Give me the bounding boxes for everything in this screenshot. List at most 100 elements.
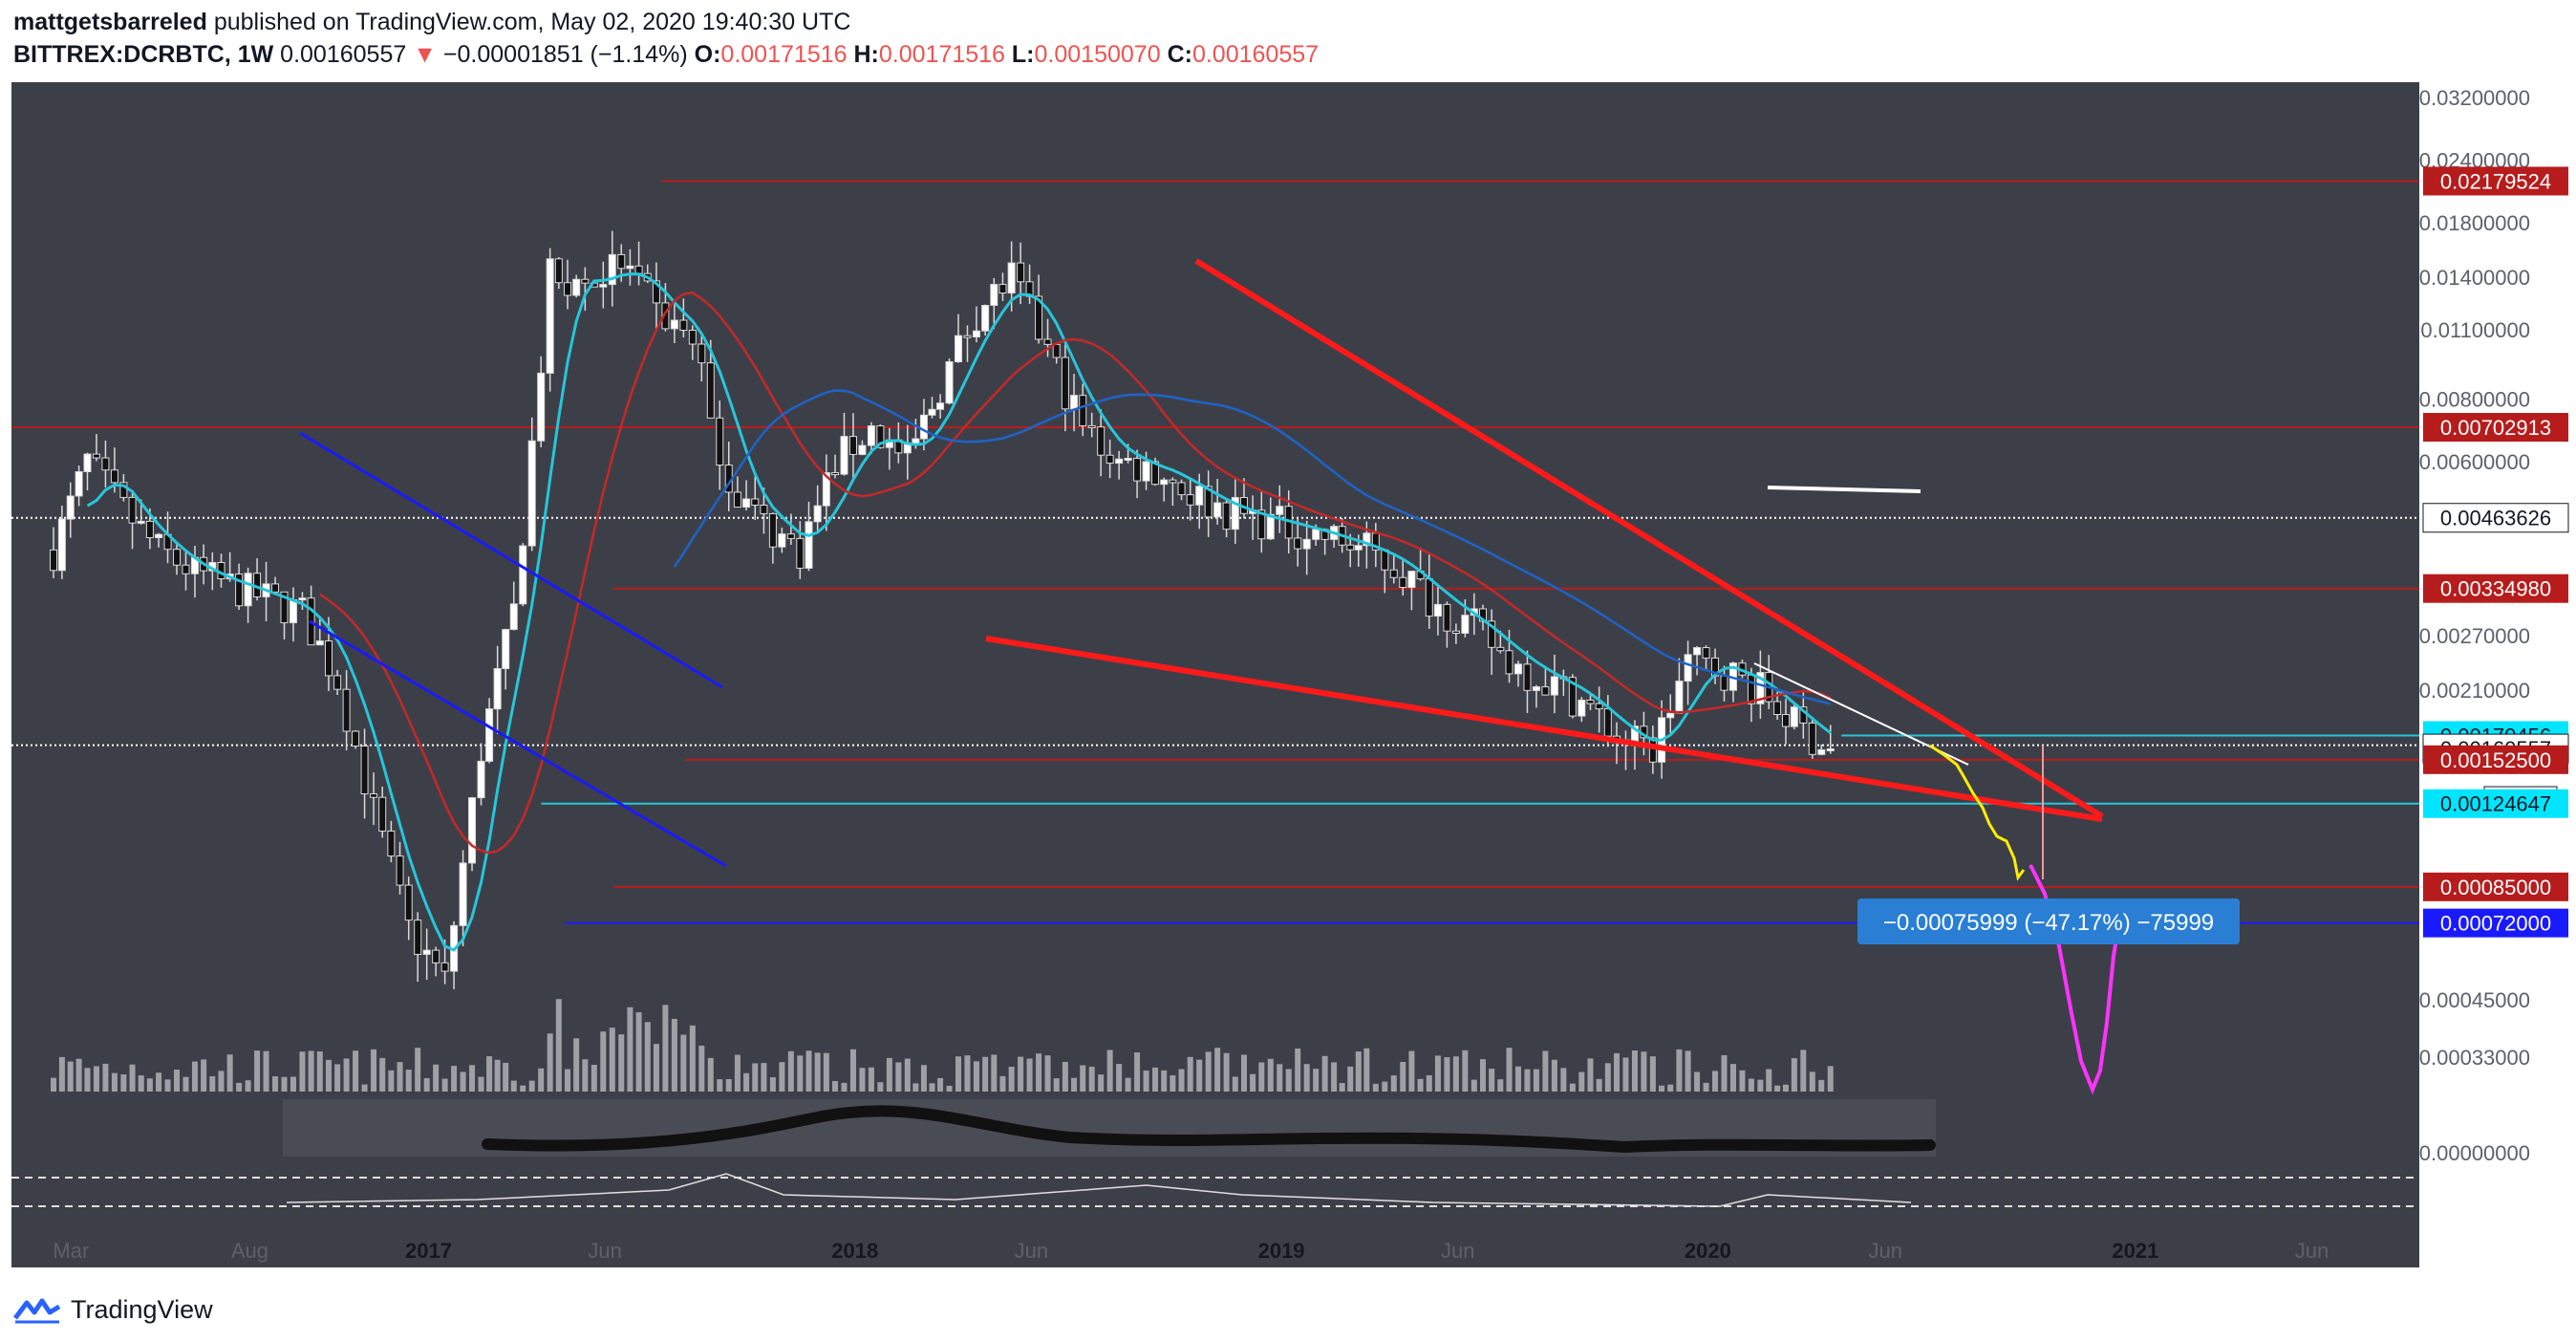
candle-body [519, 545, 527, 605]
candle-body [1007, 262, 1016, 294]
volume-bar [1739, 1070, 1746, 1092]
wedge-upper-trendline [1194, 258, 2104, 819]
volume-bar [503, 1062, 509, 1092]
volume-bar [1470, 1079, 1477, 1092]
time-axis[interactable]: Mar Aug 2017 Jun 2018 Jun 2019 Jun 2020 Jun 2021 Ju… [53, 1239, 2329, 1263]
measure-tooltip: −0.00075999 (−47.17%) −75999 [1857, 898, 2240, 944]
volume-bar [1818, 1079, 1825, 1092]
candle-body [1781, 714, 1790, 727]
price-label-box [2422, 503, 2569, 533]
price-change: −0.00001851 (−1.14%) [442, 41, 688, 68]
volume-bar [1631, 1050, 1638, 1092]
volume-bar [520, 1085, 526, 1092]
candle-body [903, 444, 912, 454]
volume-bar [973, 1061, 979, 1092]
volume-bar [904, 1058, 911, 1092]
volume-bar [662, 1005, 669, 1092]
volume-bar [734, 1054, 741, 1092]
volume-bar [1214, 1048, 1221, 1092]
candle-body [50, 549, 58, 572]
time-tick-label: Aug [231, 1239, 268, 1263]
candle-body [280, 591, 289, 624]
volume-bar [1729, 1064, 1736, 1092]
candle-body [733, 491, 741, 509]
volume-bar [1694, 1071, 1701, 1092]
candle-body [634, 265, 643, 274]
candle-body [502, 629, 510, 669]
volume-bar [644, 1022, 651, 1092]
candle-body [626, 265, 634, 270]
price-label: 0.00152500 [2423, 745, 2568, 774]
candle-body [661, 302, 670, 330]
candle-body [1231, 496, 1239, 530]
candle-body [1433, 603, 1442, 617]
chart-header: mattgetsbarreled published on TradingVie… [13, 6, 1319, 71]
low-label: L: [1011, 41, 1035, 68]
time-tick-label: Jun [1015, 1239, 1048, 1263]
volume-bar [1444, 1057, 1450, 1092]
candle-body [414, 920, 422, 955]
candle-body [440, 962, 449, 972]
candle-body [1603, 708, 1612, 737]
volume-bar [1533, 1069, 1539, 1092]
volume-bar [1514, 1066, 1521, 1092]
volume-bar [201, 1059, 207, 1092]
author-name[interactable]: mattgetsbarreled [13, 9, 207, 35]
candle-body [1017, 262, 1025, 283]
candle-body [998, 284, 1007, 294]
volume-bar [743, 1072, 750, 1092]
volume-bar [334, 1064, 341, 1092]
candle-body [919, 414, 928, 440]
volume-bar [832, 1080, 839, 1092]
candle-body [936, 402, 945, 410]
price-label-text: 0.00334980 [2440, 577, 2551, 601]
candle-body [608, 253, 616, 286]
volume-bar [991, 1054, 998, 1092]
time-tick-label: 2021 [2112, 1239, 2158, 1263]
candle-body [1043, 338, 1052, 345]
candle-body [66, 495, 75, 520]
candle-body [1747, 674, 1755, 704]
candle-body [432, 949, 440, 963]
volume-bar [1542, 1050, 1549, 1092]
candle-body [1550, 676, 1558, 696]
candle-body [1513, 663, 1522, 675]
volume-bar [1372, 1083, 1379, 1092]
volume-bar [805, 1050, 812, 1092]
volume-bar [1827, 1066, 1834, 1092]
brand-name[interactable]: TradingView [71, 1294, 213, 1324]
price-tick-label: 0.00600000 [2419, 450, 2530, 474]
candle-body [1702, 647, 1710, 659]
volume-bar [1748, 1078, 1754, 1092]
price-label-box [2423, 574, 2568, 603]
volume-bar [725, 1078, 732, 1092]
symbol-label[interactable]: BITTREX:DCRBTC, 1W [13, 41, 274, 68]
volume-bar [1363, 1048, 1370, 1092]
volume-bar [937, 1077, 944, 1092]
volume-bar [164, 1079, 171, 1092]
candle-body [813, 505, 822, 523]
candle-body [1294, 537, 1302, 550]
volume-bar [1143, 1071, 1149, 1092]
volume-bar [343, 1058, 350, 1092]
volume-bar [245, 1080, 251, 1092]
price-label-text: 0.02179524 [2440, 169, 2551, 193]
candle-body [1124, 457, 1132, 461]
indicator-strip [283, 1099, 1936, 1157]
volume-bar [868, 1067, 874, 1092]
candle-body [679, 319, 688, 331]
oscillator-pane [11, 1173, 2419, 1207]
volume-bar [299, 1051, 306, 1092]
price-axis[interactable]: 0.032000000.024000000.018000000.01400000… [2419, 82, 2576, 1267]
volume-bar [1053, 1078, 1060, 1092]
tradingview-logo-icon[interactable] [13, 1295, 61, 1324]
candle-body [324, 640, 333, 677]
candle-body [342, 688, 351, 732]
candle-body [698, 343, 706, 364]
volume-bar [1614, 1052, 1620, 1092]
candle-body [378, 796, 387, 832]
ma-red-line [319, 291, 1832, 855]
volume-bar [120, 1074, 127, 1092]
volume-bar [1098, 1074, 1105, 1092]
